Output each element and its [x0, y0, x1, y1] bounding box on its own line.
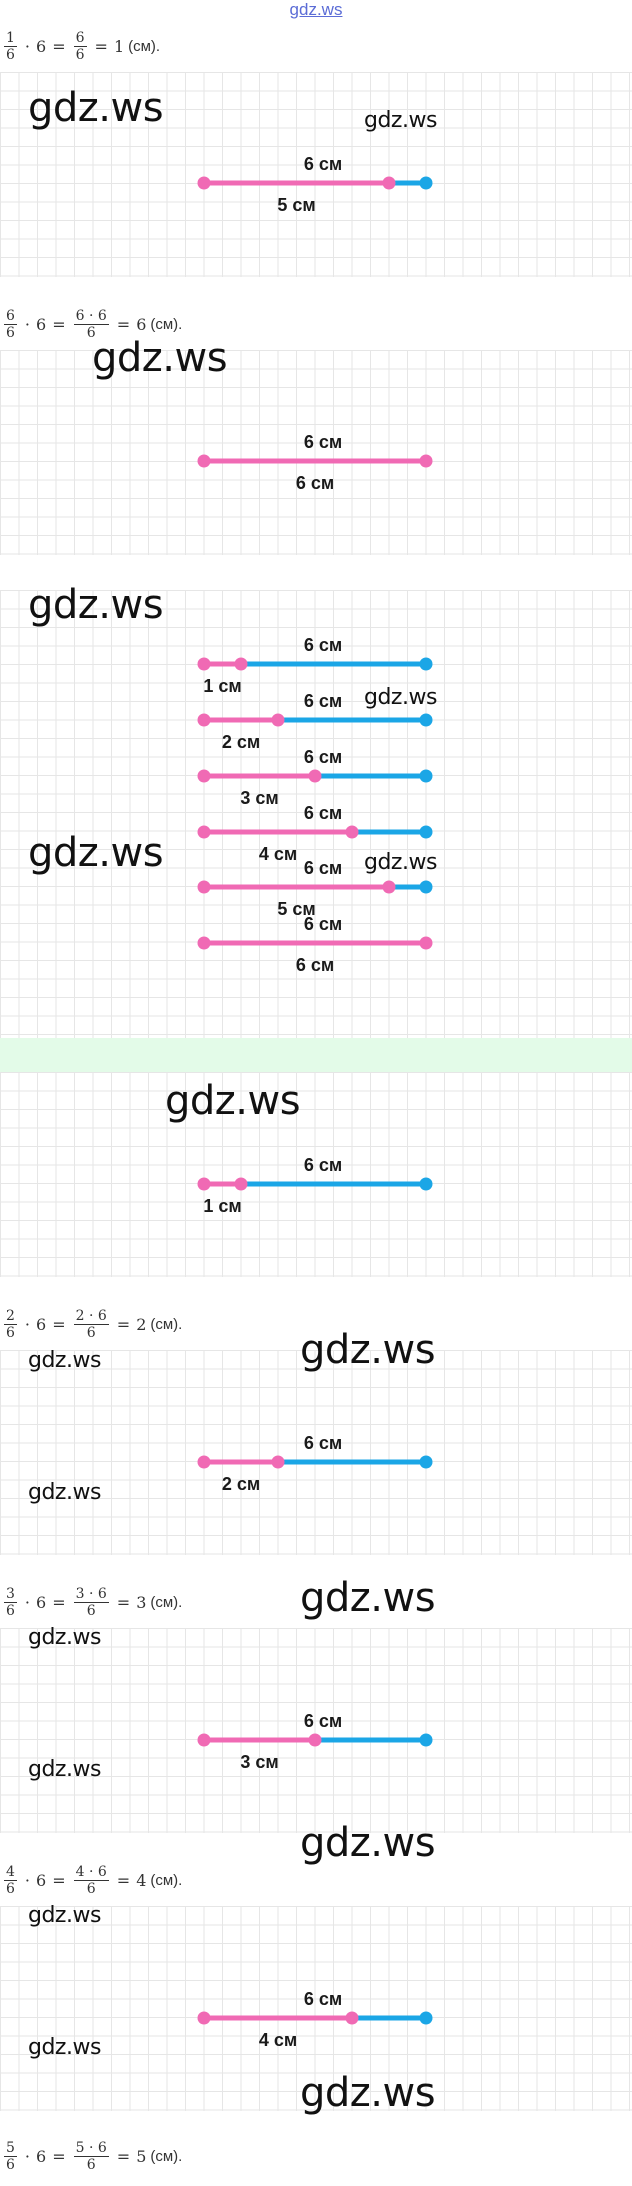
segment-split-point	[382, 880, 396, 894]
segment-end-point	[419, 825, 433, 839]
segment-end-point	[419, 936, 433, 950]
watermark: gdz.ws	[92, 335, 228, 381]
segment-end-point	[419, 1733, 433, 1747]
segment-start-point	[197, 176, 211, 190]
segment-split-point	[308, 769, 322, 783]
grid-panel-6	[0, 1628, 632, 1833]
total-length-label: 6 см	[304, 1155, 342, 1175]
total-length-label: 6 см	[304, 1711, 342, 1731]
total-length-label: 6 см	[304, 691, 342, 711]
segment-split-point	[234, 1177, 248, 1191]
watermark: gdz.ws	[28, 582, 164, 628]
total-length-label: 6 см	[304, 1433, 342, 1453]
total-length-label: 6 см	[304, 1989, 342, 2009]
segment-start-point	[197, 1733, 211, 1747]
segment-start-point	[197, 2011, 211, 2025]
part-length-label: 1 см	[203, 676, 241, 696]
grid-panel-5	[0, 1350, 632, 1555]
watermark: gdz.ws	[300, 1820, 436, 1866]
segment-split-point	[271, 1455, 285, 1469]
segment-end-point	[419, 454, 433, 468]
segment-split-point	[308, 1733, 322, 1747]
watermark: gdz.ws	[364, 108, 437, 133]
grid-panel-7	[0, 1906, 632, 2111]
part-length-label: 1 см	[203, 1196, 241, 1216]
watermark: gdz.ws	[28, 830, 164, 876]
segment-end-point	[419, 1177, 433, 1191]
watermark: gdz.ws	[300, 1575, 436, 1621]
segment-start-point	[197, 713, 211, 727]
segment-start-point	[197, 657, 211, 671]
watermark: gdz.ws	[28, 1625, 101, 1650]
total-length-label: 6 см	[304, 858, 342, 878]
part-length-label: 2 см	[222, 1474, 260, 1494]
part-length-label: 3 см	[240, 1752, 278, 1772]
total-length-label: 6 см	[304, 432, 342, 452]
segment-start-point	[197, 880, 211, 894]
part-length-label: 3 см	[240, 788, 278, 808]
segment-end-point	[419, 176, 433, 190]
segment-split-point	[234, 657, 248, 671]
segment-split-point	[382, 176, 396, 190]
grid-panel-1	[0, 72, 632, 277]
segment-start-point	[197, 1177, 211, 1191]
segment-end-point	[419, 657, 433, 671]
segment-end-point	[419, 2011, 433, 2025]
segment-start-point	[197, 1455, 211, 1469]
segment-start-point	[197, 769, 211, 783]
total-length-label: 6 см	[304, 914, 342, 934]
mint-band	[0, 1038, 632, 1072]
part-length-label: 5 см	[277, 195, 315, 215]
total-length-label: 6 см	[304, 747, 342, 767]
watermark: gdz.ws	[28, 1903, 101, 1928]
watermark: gdz.ws	[28, 1757, 101, 1782]
segment-start-point	[197, 936, 211, 950]
watermark: gdz.ws	[28, 2035, 101, 2060]
site-header-link[interactable]: gdz.ws	[289, 0, 343, 19]
watermark: gdz.ws	[28, 85, 164, 131]
watermark: gdz.ws	[28, 1480, 101, 1505]
segment-end-point	[419, 1455, 433, 1469]
part-length-label: 4 см	[259, 844, 297, 864]
total-length-label: 6 см	[304, 803, 342, 823]
watermark: gdz.ws	[165, 1078, 301, 1124]
segment-end-point	[419, 880, 433, 894]
part-length-label: 6 см	[296, 955, 334, 975]
segment-split-point	[345, 2011, 359, 2025]
watermark: gdz.ws	[364, 850, 437, 875]
segment-start-point	[197, 825, 211, 839]
part-length-label: 6 см	[296, 473, 334, 493]
segment-end-point	[419, 769, 433, 783]
segment-split-point	[271, 713, 285, 727]
part-length-label: 4 см	[259, 2030, 297, 2050]
watermark: gdz.ws	[364, 685, 437, 710]
total-length-label: 6 см	[304, 635, 342, 655]
total-length-label: 6 см	[304, 154, 342, 174]
segment-start-point	[197, 454, 211, 468]
grid-panel-2	[0, 350, 632, 555]
part-length-label: 2 см	[222, 732, 260, 752]
watermark: gdz.ws	[28, 1348, 101, 1373]
watermark: gdz.ws	[300, 1327, 436, 1373]
watermark: gdz.ws	[300, 2070, 436, 2116]
grid-panel-4	[0, 1072, 632, 1277]
part-length-label: 5 см	[277, 899, 315, 919]
segment-split-point	[345, 825, 359, 839]
segment-end-point	[419, 713, 433, 727]
